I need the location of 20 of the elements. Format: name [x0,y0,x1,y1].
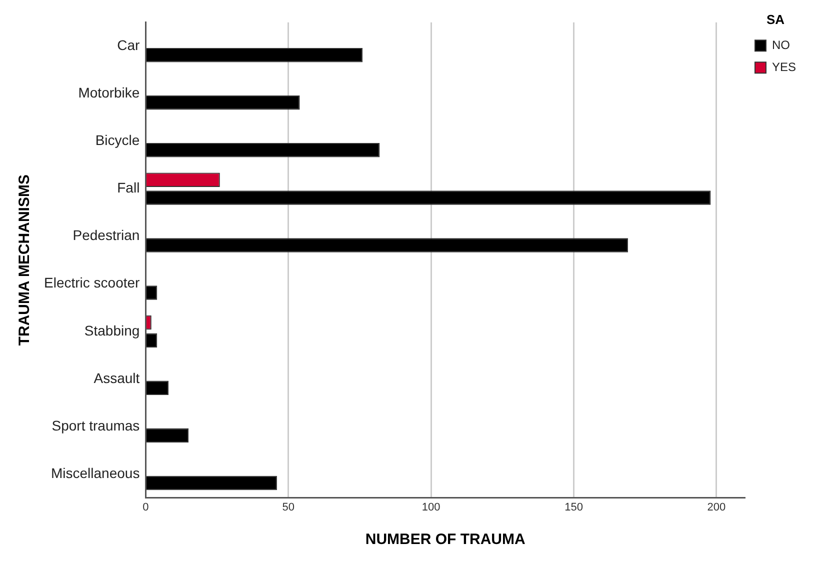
x-tick-label: 50 [282,501,295,514]
y-tick-label: Motorbike [78,84,140,101]
y-tick-label: Sport traumas [52,417,140,434]
y-axis-title: TRAUMA MECHANISMS [16,174,34,346]
y-tick-label: Car [117,37,140,54]
x-axis-title: NUMBER OF TRAUMA [365,531,526,548]
x-tick-label: 200 [707,501,726,514]
y-tick-label: Assault [94,370,140,386]
y-tick-label: Fall [117,180,140,196]
legend-label: YES [772,60,796,74]
y-tick-label: Stabbing [84,322,140,338]
y-tick-label: Bicycle [95,132,140,148]
y-tick-label: Electric scooter [44,274,140,291]
y-tick-label: Pedestrian [72,227,140,244]
x-tick-label: 150 [564,501,583,514]
y-tick-label: Miscellaneous [50,464,140,481]
legend-title: SA [766,12,786,28]
x-tick-label: 0 [142,501,149,514]
x-tick-label: 100 [422,501,440,514]
legend-label: NO [772,38,790,52]
